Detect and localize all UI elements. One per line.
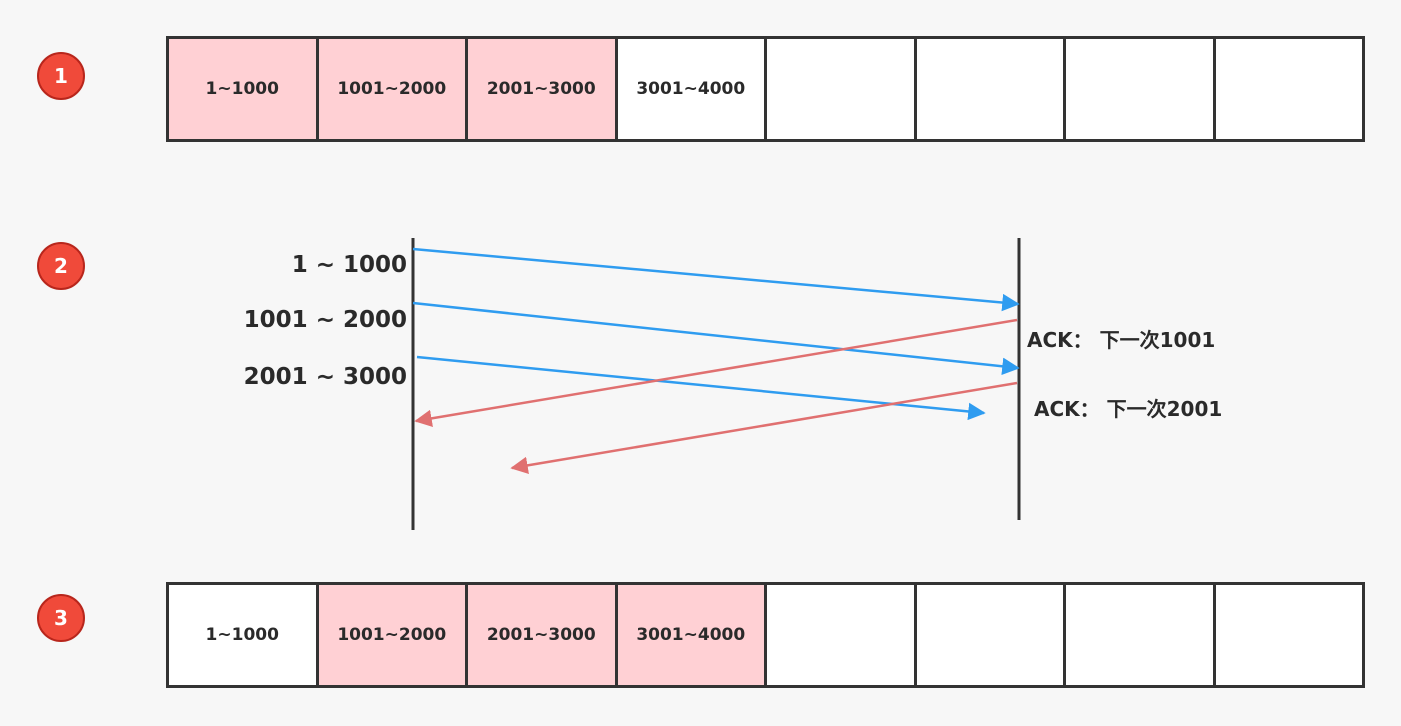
send-buffer-after: 1~1000 1001~2000 2001~3000 3001~4000 [166, 582, 1365, 688]
buffer-cell [1066, 585, 1216, 685]
segment-label-2: 1001 ~ 2000 [244, 307, 407, 333]
buffer-cell: 1~1000 [169, 39, 319, 139]
buffer-cell [917, 585, 1066, 685]
step-badge-1: 1 [37, 52, 85, 100]
buffer-cell: 2001~3000 [468, 585, 618, 685]
buffer-cell: 1001~2000 [318, 585, 468, 685]
data-arrow-2 [412, 301, 1020, 376]
ack-arrow-1 [414, 318, 1018, 428]
buffer-cell: 3001~4000 [618, 39, 767, 139]
buffer-cell: 3001~4000 [617, 585, 767, 685]
buffer-cell: 2001~3000 [468, 39, 618, 139]
buffer-cell: 1001~2000 [318, 39, 468, 139]
buffer-cell [1066, 39, 1216, 139]
send-buffer-before: 1~1000 1001~2000 2001~3000 3001~4000 [166, 36, 1365, 142]
segment-label-1: 1 ~ 1000 [292, 252, 407, 278]
data-arrow-1 [412, 247, 1020, 312]
ack-label-2: ACK： 下一次2001 [1034, 397, 1222, 421]
step-badge-2: 2 [37, 242, 85, 290]
buffer-cell [917, 39, 1066, 139]
buffer-cell: 1~1000 [169, 585, 319, 685]
buffer-cell [767, 585, 917, 685]
buffer-cell [767, 39, 917, 139]
segment-label-3: 2001 ~ 3000 [244, 364, 407, 390]
ack-label-1: ACK： 下一次1001 [1027, 328, 1215, 352]
data-arrow-3 [416, 355, 986, 421]
ack-arrow-2 [510, 381, 1018, 475]
step-badge-3: 3 [37, 594, 85, 642]
